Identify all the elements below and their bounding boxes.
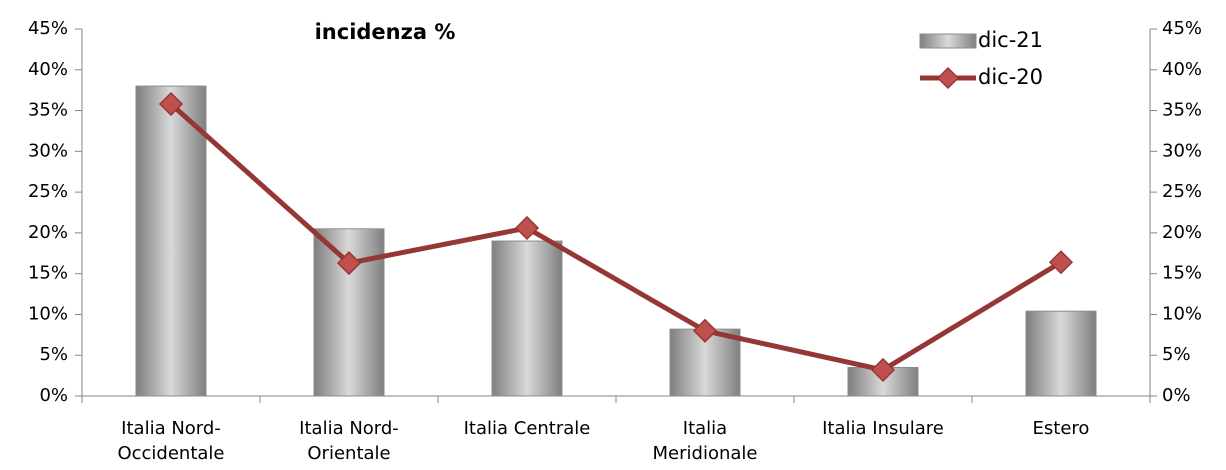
- x-tick-label: Estero: [1032, 418, 1090, 439]
- y-tick-label: 15%: [28, 263, 68, 284]
- x-tick-label: Italia Nord- Orientale: [299, 418, 399, 464]
- line: [169, 102, 1063, 373]
- bar: [491, 240, 563, 397]
- bar: [1025, 310, 1097, 397]
- y2-tick-label: 45%: [1162, 18, 1202, 39]
- x-tick-label: Italia Centrale: [463, 418, 591, 439]
- x-tick-label: Italia Insulare: [822, 418, 944, 439]
- y2-tick-label: 15%: [1162, 263, 1202, 284]
- y2-tick-label: 35%: [1162, 100, 1202, 121]
- marker: [158, 91, 184, 117]
- y-tick-label: 45%: [28, 18, 68, 39]
- marker: [1048, 250, 1074, 275]
- y-tick-label: 40%: [28, 59, 68, 80]
- y-tick-label: 25%: [28, 181, 68, 202]
- legend-swatch: [919, 33, 977, 49]
- y2-tick-label: 25%: [1162, 181, 1202, 202]
- y-tick-label: 10%: [28, 303, 68, 324]
- y-tick-label: 0%: [39, 385, 68, 406]
- y2-tick-label: 40%: [1162, 59, 1202, 80]
- y-tick-label: 30%: [28, 140, 68, 161]
- bar: [135, 85, 207, 397]
- y2-tick-label: 30%: [1162, 140, 1202, 161]
- y-tick-label: 35%: [28, 100, 68, 121]
- marker: [336, 251, 362, 276]
- y-tick-label: 5%: [39, 344, 68, 365]
- y2-tick-label: 10%: [1162, 303, 1202, 324]
- marker: [870, 357, 896, 382]
- legend-label: dic-21: [978, 28, 1043, 52]
- y2-tick-label: 0%: [1162, 385, 1191, 406]
- y2-tick-label: 5%: [1162, 344, 1191, 365]
- x-tick-label: Italia Meridionale: [652, 418, 758, 464]
- legend-marker: [936, 66, 960, 90]
- chart-title: incidenza %: [315, 20, 456, 44]
- y-tick-label: 20%: [28, 222, 68, 243]
- marker: [692, 318, 718, 343]
- x-tick-label: Italia Nord- Occidentale: [117, 418, 225, 464]
- legend-label: dic-20: [978, 65, 1043, 89]
- marker: [514, 215, 540, 241]
- y2-tick-label: 20%: [1162, 222, 1202, 243]
